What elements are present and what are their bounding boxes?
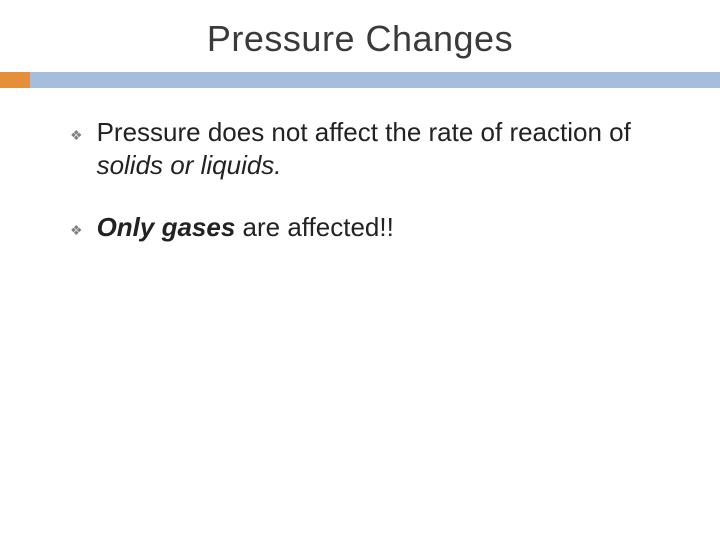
text-segment: are affected!! (235, 212, 394, 242)
content-area: ❖ Pressure does not affect the rate of r… (0, 88, 720, 245)
bullet-text: Only gases are affected!! (97, 211, 394, 244)
list-item: ❖ Pressure does not affect the rate of r… (70, 116, 660, 181)
underline-accent (0, 72, 30, 88)
slide: Pressure Changes ❖ Pressure does not aff… (0, 0, 720, 540)
bullet-icon: ❖ (70, 120, 83, 150)
underline-bar (0, 72, 720, 88)
title-area: Pressure Changes (0, 0, 720, 60)
bullet-icon: ❖ (70, 215, 83, 245)
bullet-text: Pressure does not affect the rate of rea… (97, 116, 660, 181)
slide-title: Pressure Changes (0, 18, 720, 60)
title-underline (0, 72, 720, 88)
text-segment-italic: solids or liquids. (97, 150, 282, 180)
text-segment-bolditalic: Only gases (97, 212, 236, 242)
text-segment: Pressure does not affect the rate of rea… (97, 117, 631, 147)
list-item: ❖ Only gases are affected!! (70, 211, 660, 245)
